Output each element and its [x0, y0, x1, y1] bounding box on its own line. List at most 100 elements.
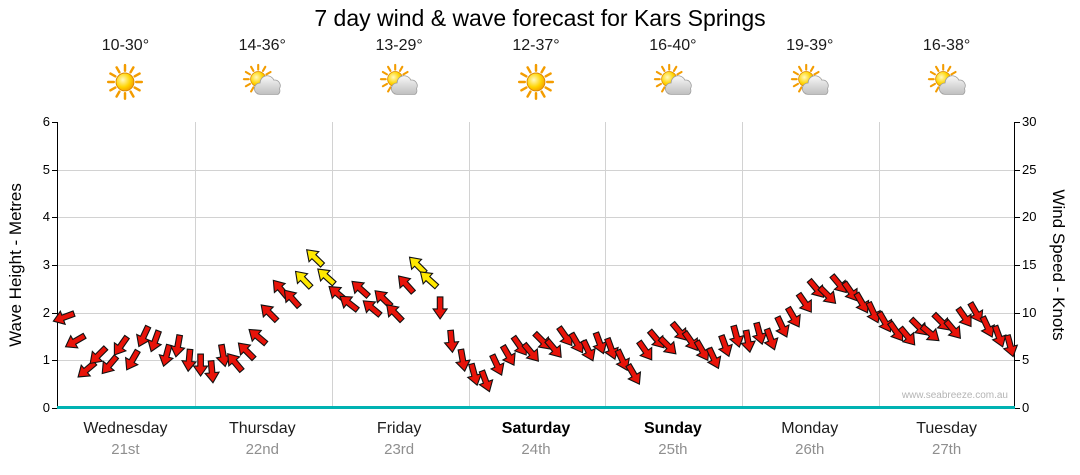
wind-arrow: [248, 328, 269, 347]
wind-arrow: [362, 300, 383, 318]
day-name: Sunday: [643, 420, 702, 437]
wind-arrow: [272, 279, 291, 300]
wind-arrow: [136, 324, 152, 348]
x-axis-line: [57, 406, 1015, 409]
right-axis-tick-label: 30: [1022, 114, 1037, 129]
wind-arrow: [625, 362, 642, 385]
right-axis-title: Wind Speed - Knots: [1049, 189, 1068, 341]
h-gridline: [58, 312, 1014, 314]
day-temp-range: 10-30°: [101, 37, 150, 54]
day-name: Tuesday: [916, 420, 977, 437]
right-axis-tick-label: 25: [1022, 161, 1037, 177]
wind-arrow: [908, 316, 928, 336]
day-footer: Tuesday 27th: [878, 416, 1015, 458]
day-date: 25th: [658, 441, 688, 458]
day-temp-range: 13-29°: [375, 37, 423, 54]
wind-arrow: [532, 330, 552, 350]
sun-icon: [107, 63, 144, 101]
day-header: 14-36°: [194, 34, 331, 106]
right-axis-tick-label: 15: [1022, 257, 1037, 272]
wind-arrow: [897, 325, 916, 346]
wind-arrow: [204, 360, 221, 384]
wind-arrow: [705, 346, 722, 370]
wind-arrow: [510, 334, 527, 356]
wind-arrow: [521, 341, 539, 362]
wind-arrow: [317, 268, 337, 287]
day-footers: Wednesday 21st Thursday 22nd Friday 23rd…: [57, 416, 1015, 458]
day-date: 26th: [795, 441, 825, 458]
h-gridline: [58, 169, 1014, 171]
wind-arrow: [919, 323, 940, 342]
v-gridline: [468, 122, 470, 408]
cloud-icon: [254, 75, 281, 95]
day-temp-range: 16-38°: [922, 37, 971, 54]
day-date: 24th: [521, 441, 551, 458]
left-tick-mark: [52, 265, 57, 266]
wind-arrow: [52, 309, 76, 326]
left-axis-tick-label: 6: [42, 114, 50, 129]
wind-arrow: [841, 280, 858, 302]
right-axis-tick-label: 20: [1022, 209, 1037, 225]
wind-arrow: [283, 289, 303, 310]
h-gridline: [58, 265, 1014, 266]
wind-arrow: [215, 343, 232, 368]
wind-arrow: [158, 343, 175, 368]
wind-arrow: [603, 336, 619, 361]
left-tick-mark: [52, 217, 57, 219]
wind-arrow: [305, 249, 326, 268]
wind-arrow: [227, 353, 245, 374]
wind-arrow: [657, 335, 677, 355]
wind-arrow: [397, 275, 417, 295]
cloud-icon: [391, 75, 418, 95]
weather-icon: [243, 63, 281, 95]
day-temp-range: 16-40°: [649, 37, 697, 54]
weather-icon: [380, 63, 418, 95]
right-tick-mark: [1015, 360, 1020, 362]
day-header: 16-38°: [878, 34, 1015, 106]
wind-arrow: [669, 320, 688, 341]
wind-arrow: [829, 273, 847, 294]
weather-icon-slot: [376, 58, 422, 106]
day-headers: 10-30°: [57, 34, 1015, 106]
day-name: Monday: [781, 420, 839, 437]
v-gridline: [605, 122, 607, 408]
wind-arrow: [1002, 333, 1019, 358]
wind-arrow: [556, 325, 573, 347]
wind-arrow: [943, 318, 961, 339]
day-footer: Thursday 22nd: [194, 416, 331, 458]
left-tick-mark: [52, 122, 57, 123]
right-tick-mark: [1015, 169, 1020, 171]
day-header: 13-29°: [331, 34, 468, 106]
left-axis-title: Wave Height - Metres: [6, 183, 25, 347]
left-axis-tick-label: 3: [42, 257, 50, 272]
wind-arrow: [544, 337, 562, 359]
left-tick-mark: [52, 360, 57, 362]
weather-icon-slot: [513, 58, 559, 106]
wind-arrow: [763, 327, 779, 351]
v-gridline: [879, 122, 881, 408]
weather-icon-slot: [924, 58, 970, 106]
day-header: 10-30°: [57, 34, 194, 106]
wind-arrow: [443, 329, 460, 354]
weather-icon: [927, 63, 966, 95]
cloud-icon: [801, 75, 829, 95]
left-tick-mark: [52, 169, 57, 171]
left-tick-mark: [52, 408, 57, 409]
wind-arrow: [351, 280, 372, 300]
weather-icon: [107, 63, 144, 101]
wind-arrow: [374, 290, 394, 309]
right-tick-mark: [1015, 408, 1020, 409]
weather-icon-slot: [239, 58, 285, 106]
wind-arrow: [489, 353, 505, 376]
day-temp-range: 14-36°: [238, 37, 286, 54]
right-axis-tick-label: 0: [1022, 400, 1030, 415]
day-temp-range: 19-39°: [786, 37, 834, 54]
weather-icon-slot: [787, 58, 833, 106]
left-axis-tick-label: 1: [42, 352, 50, 368]
weather-icon-slot: [650, 58, 696, 106]
left-axis-tick-label: 0: [42, 400, 50, 415]
day-name: Thursday: [228, 420, 296, 437]
right-tick-mark: [1015, 265, 1020, 266]
wind-arrow: [101, 354, 120, 375]
day-date: 22nd: [245, 441, 279, 458]
